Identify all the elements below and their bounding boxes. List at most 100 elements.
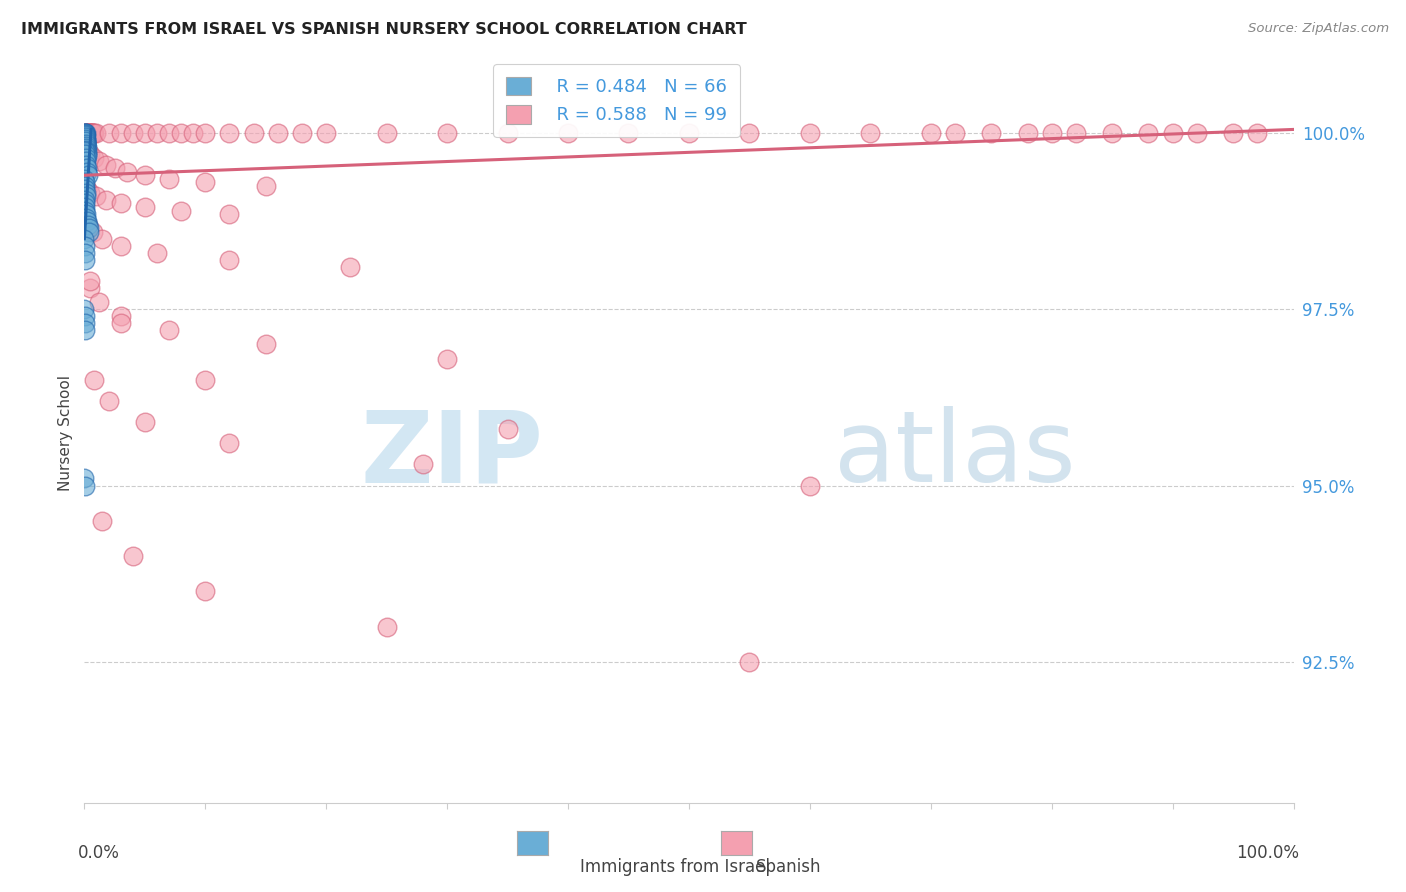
Text: IMMIGRANTS FROM ISRAEL VS SPANISH NURSERY SCHOOL CORRELATION CHART: IMMIGRANTS FROM ISRAEL VS SPANISH NURSER…: [21, 22, 747, 37]
Point: [75, 131, 97, 145]
Point: [218, 436, 240, 450]
Point: [254, 337, 277, 351]
Point: [75, 136, 97, 151]
Point: [75, 132, 97, 146]
Point: [76, 145, 98, 159]
Point: [73, 175, 96, 189]
Point: [75, 186, 97, 200]
Point: [943, 126, 966, 140]
Point: [170, 203, 193, 218]
Point: [75, 126, 97, 140]
Point: [75, 131, 97, 145]
Point: [738, 126, 761, 140]
Point: [86, 126, 108, 140]
Point: [82, 126, 104, 140]
Point: [77, 126, 100, 140]
Point: [75, 182, 97, 196]
Point: [73, 323, 96, 337]
Point: [82, 126, 104, 140]
Point: [75, 126, 97, 140]
Point: [73, 130, 96, 145]
Point: [73, 144, 96, 158]
Point: [79, 147, 101, 161]
Point: [194, 175, 217, 189]
Point: [115, 165, 138, 179]
Point: [1161, 126, 1184, 140]
Point: [194, 373, 217, 387]
Point: [254, 178, 277, 193]
Point: [110, 196, 132, 211]
Point: [79, 186, 101, 200]
Point: [75, 189, 97, 203]
Point: [1017, 126, 1039, 140]
Point: [80, 126, 103, 140]
Point: [375, 126, 398, 140]
Point: [75, 154, 97, 169]
Point: [94, 193, 117, 207]
Point: [77, 221, 100, 235]
Point: [1101, 126, 1123, 140]
Text: atlas: atlas: [834, 407, 1076, 503]
Point: [339, 260, 361, 274]
Point: [134, 168, 156, 182]
Point: [110, 126, 132, 140]
Point: [73, 302, 96, 317]
Point: [75, 151, 97, 165]
Point: [91, 232, 114, 246]
Point: [75, 147, 97, 161]
Point: [436, 351, 458, 366]
Point: [80, 126, 103, 140]
Point: [121, 126, 143, 140]
Point: [75, 135, 97, 149]
Point: [678, 126, 700, 140]
Point: [73, 126, 96, 140]
Point: [76, 182, 98, 196]
Text: ZIP: ZIP: [361, 407, 544, 503]
Point: [738, 655, 761, 669]
Point: [799, 478, 821, 492]
Point: [121, 549, 143, 563]
Point: [87, 154, 110, 169]
Text: Source: ZipAtlas.com: Source: ZipAtlas.com: [1249, 22, 1389, 36]
Point: [170, 126, 193, 140]
Point: [75, 134, 97, 148]
Point: [110, 239, 132, 253]
Point: [75, 129, 97, 144]
Point: [77, 126, 100, 140]
Point: [73, 126, 96, 140]
Point: [73, 471, 96, 485]
Point: [83, 151, 105, 165]
Point: [496, 126, 519, 140]
Point: [75, 140, 97, 154]
Point: [218, 252, 240, 267]
Point: [73, 310, 96, 324]
Point: [73, 316, 96, 330]
Point: [75, 135, 97, 149]
Point: [79, 126, 101, 140]
Point: [75, 133, 97, 147]
Point: [86, 189, 108, 203]
Point: [76, 149, 98, 163]
Point: [134, 200, 156, 214]
Point: [75, 133, 97, 147]
Point: [75, 131, 97, 145]
Point: [75, 200, 97, 214]
Point: [73, 239, 96, 253]
Point: [77, 126, 100, 140]
Point: [77, 144, 100, 158]
Point: [859, 126, 882, 140]
Point: [242, 126, 264, 140]
Point: [110, 310, 132, 324]
Point: [76, 165, 98, 179]
Point: [76, 147, 98, 161]
Point: [436, 126, 458, 140]
Point: [267, 126, 290, 140]
Point: [218, 126, 240, 140]
Point: [75, 129, 97, 144]
Point: [73, 245, 96, 260]
Point: [83, 126, 105, 140]
Point: [73, 232, 96, 246]
Point: [75, 158, 97, 172]
Point: [73, 193, 96, 207]
Point: [76, 214, 98, 228]
